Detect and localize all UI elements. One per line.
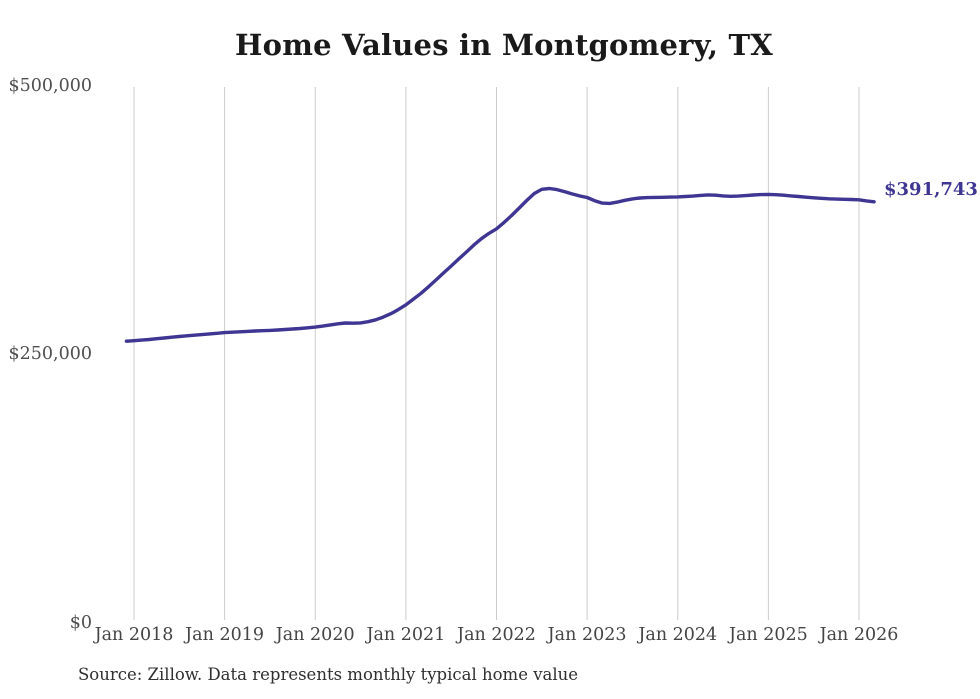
x-tick-label-jan-2023: Jan 2023 [547,625,627,645]
x-tick-label-jan-2018: Jan 2018 [94,625,174,645]
end-value-label: $391,743 [884,179,978,200]
y-tick-label-0: $0 [69,613,92,633]
x-tick-label-jan-2020: Jan 2020 [275,625,355,645]
x-tick-label-jan-2019: Jan 2019 [185,625,264,645]
x-tick-label-jan-2024: Jan 2024 [638,625,718,645]
y-tick-label-500000: $500,000 [8,76,92,96]
trend-line [124,186,876,343]
y-tick-label-250000: $250,000 [8,344,92,364]
source-note: Source: Zillow. Data represents monthly … [78,665,579,684]
x-tick-label-jan-2022: Jan 2022 [457,625,536,645]
x-tick-label-jan-2021: Jan 2021 [366,625,446,645]
chart-title: Home Values in Montgomery, TX [235,28,773,62]
x-tick-label-jan-2026: Jan 2026 [819,625,899,645]
x-tick-label-jan-2025: Jan 2025 [728,625,808,645]
